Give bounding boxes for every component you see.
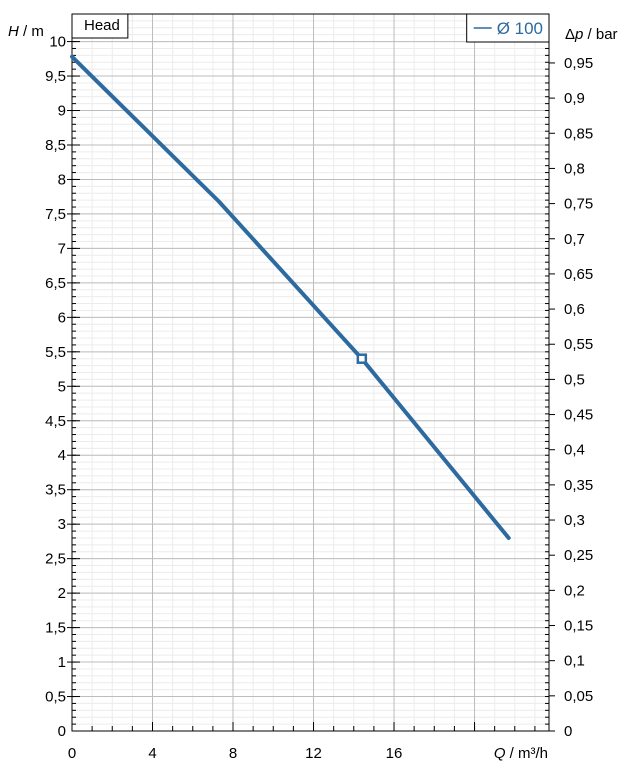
x-tick-label: 8 xyxy=(229,745,237,762)
y-right-tick-label: 0,85 xyxy=(564,125,593,142)
y-right-tick-label: 0,6 xyxy=(564,301,585,318)
grid-minor xyxy=(72,14,549,731)
y-tick-label: 7 xyxy=(58,240,66,257)
x-axis-label: Q / m³/h xyxy=(494,745,548,762)
series-line-0 xyxy=(70,54,511,540)
axis-ticks xyxy=(67,20,549,731)
y-tick-label: 3,5 xyxy=(45,482,66,499)
y-tick-label: 4 xyxy=(58,447,66,464)
y-tick-label: 0 xyxy=(58,723,66,740)
y-right-tick-label: 0 xyxy=(564,723,572,740)
chart-title-box xyxy=(71,13,129,39)
y-tick-label: 8 xyxy=(58,171,66,188)
y-right-tick-label: 0,3 xyxy=(564,512,585,529)
x-tick-labels: 0 4 8 12 16 xyxy=(68,745,403,762)
chart-title: Head xyxy=(84,17,120,34)
y-axis-label-left: H / m xyxy=(8,23,44,40)
y-right-tick-label: 0,05 xyxy=(564,688,593,705)
y-tick-label: 6,5 xyxy=(45,275,66,292)
x-tick-label: 16 xyxy=(386,745,403,762)
y-right-tick-label: 0,7 xyxy=(564,231,585,248)
y-tick-label: 4,5 xyxy=(45,413,66,430)
y-right-tick-label: 0,9 xyxy=(564,90,585,107)
y-right-tick-label: 0,8 xyxy=(564,160,585,177)
y-right-tick-label: 0,25 xyxy=(564,547,593,564)
y-right-tick-label: 0,15 xyxy=(564,618,593,635)
y-axis-label-right: Δp / bar xyxy=(565,26,618,43)
y-tick-labels: 0 0,5 1 1,5 2 2,5 3 3,5 4 4,5 5 5,5 6 6,5 7 7,5 8 8,5 9 9,5… xyxy=(45,34,66,740)
series-layer xyxy=(70,54,511,540)
y-tick-label: 2,5 xyxy=(45,551,66,568)
y-right-tick-label: 0,55 xyxy=(564,336,593,353)
y-right-axis-unit: / bar xyxy=(583,26,617,43)
y-tick-label: 1 xyxy=(58,654,66,671)
y-right-tick-label: 0,75 xyxy=(564,196,593,213)
operating-point-marker xyxy=(356,353,368,364)
y-right-axis-prefix: Δ xyxy=(565,26,575,43)
x-tick-label: 12 xyxy=(305,745,322,762)
y-right-tick-label: 0,35 xyxy=(564,477,593,494)
x-axis-symbol: Q xyxy=(494,745,506,762)
y-tick-label: 2 xyxy=(58,585,66,602)
y-right-tick-label: 0,65 xyxy=(564,266,593,283)
y-tick-label: 9,5 xyxy=(45,68,66,85)
legend: Ø 100 xyxy=(466,13,550,43)
legend-label: Ø 100 xyxy=(497,19,543,38)
y-tick-label: 5,5 xyxy=(45,344,66,361)
y-tick-label: 8,5 xyxy=(45,137,66,154)
y-right-axis-symbol: p xyxy=(574,26,583,43)
y-tick-label: 0,5 xyxy=(45,689,66,706)
y-right-tick-label: 0,95 xyxy=(564,55,593,72)
y-axis-symbol: H xyxy=(8,23,19,40)
y-tick-label: 7,5 xyxy=(45,206,66,223)
y-axis-unit: / m xyxy=(19,23,44,40)
x-tick-label: 4 xyxy=(148,745,156,762)
y-right-tick-label: 0,45 xyxy=(564,407,593,424)
y-tick-label: 6 xyxy=(58,309,66,326)
y-right-tick-label: 0,4 xyxy=(564,442,585,459)
x-axis-unit: / m³/h xyxy=(505,745,548,762)
y-right-tick-label: 0,2 xyxy=(564,582,585,599)
y-tick-label: 10 xyxy=(49,34,66,51)
y-tick-label: 3 xyxy=(58,516,66,533)
y-right-tick-labels: 0 0,05 0,1 0,15 0,2 0,25 0,3 0,35 0,4 0,45 0,5 0,55… xyxy=(549,55,593,740)
y-tick-label: 5 xyxy=(58,378,66,395)
y-tick-label: 1,5 xyxy=(45,620,66,637)
y-right-tick-label: 0,5 xyxy=(564,371,585,388)
y-right-tick-label: 0,1 xyxy=(564,653,585,670)
y-tick-label: 9 xyxy=(58,103,66,120)
x-tick-label: 0 xyxy=(68,745,76,762)
